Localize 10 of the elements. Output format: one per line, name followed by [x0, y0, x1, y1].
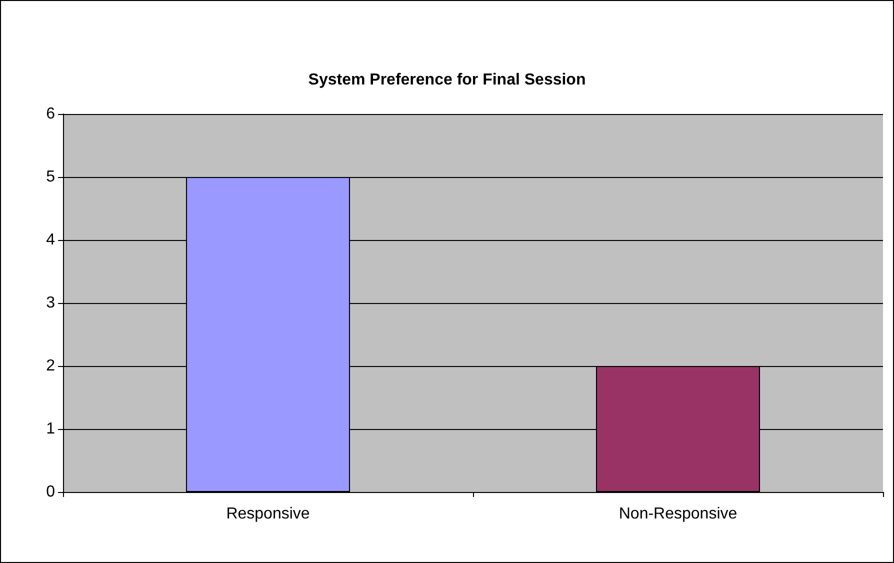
- y-tick-label: 1: [46, 420, 56, 438]
- y-tick-label: 3: [46, 294, 56, 312]
- y-tick-label: 6: [46, 106, 56, 122]
- chart-title: System Preference for Final Session: [308, 72, 586, 88]
- y-tick-label: 4: [46, 232, 56, 248]
- y-tick-label: 5: [46, 168, 56, 186]
- y-tick-label: 2: [46, 358, 56, 374]
- x-tick-label: Responsive: [226, 506, 310, 522]
- x-tick-label: Non-Responsive: [618, 506, 738, 522]
- y-tick-label: 0: [46, 484, 56, 500]
